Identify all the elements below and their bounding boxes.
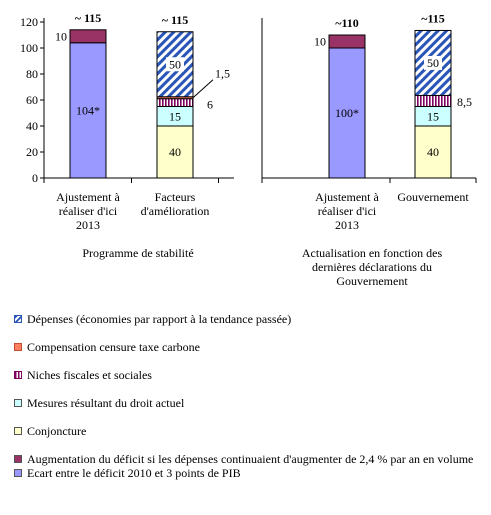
legend-swatch-augmentation	[14, 455, 22, 463]
legend-swatch-niches	[14, 371, 22, 379]
data-label-leader	[192, 79, 214, 99]
legend-label-compensation: Compensation censure taxe carbone	[27, 340, 200, 354]
data-label-augmentation: 10	[55, 29, 67, 43]
category-label: Facteurs	[155, 190, 196, 204]
y-tick-label: 120	[20, 15, 38, 29]
legend-item-augmentation: Augmentation du déficit si les dépenses …	[14, 452, 486, 466]
bar-segment-augmentation	[69, 29, 107, 44]
data-label-conjoncture: 40	[427, 145, 439, 159]
y-tick-label: 100	[20, 41, 38, 55]
data-label-ecart: 100*	[335, 106, 359, 120]
legend-swatch-depenses	[14, 315, 22, 323]
bar-segment-ecart	[69, 42, 107, 179]
data-label-ecart: 104*	[76, 103, 100, 117]
total-label: ~115	[421, 11, 445, 25]
data-label-depenses: 50	[427, 56, 439, 70]
bar-segment-ecart	[328, 47, 366, 179]
y-tick-label: 20	[26, 145, 38, 159]
legend-item-compensation: Compensation censure taxe carbone	[14, 340, 486, 354]
data-label-depenses: 50	[169, 57, 181, 71]
bar-segment-niches	[414, 94, 452, 107]
data-label-compensation: 1,5	[215, 67, 230, 81]
category-label: 2013	[76, 218, 100, 232]
data-label-niches: 6	[207, 98, 213, 112]
legend-item-ecart: Ecart entre le déficit 2010 et 3 points …	[14, 466, 486, 480]
y-tick-label: 0	[32, 171, 38, 185]
category-label: Ajustement à	[56, 190, 120, 204]
legend-swatch-compensation	[14, 343, 22, 351]
data-label-mesures: 15	[169, 109, 181, 123]
legend-swatch-ecart	[14, 469, 22, 477]
data-label-box	[166, 57, 184, 72]
legend-label-ecart: Ecart entre le déficit 2010 et 3 points …	[27, 466, 241, 480]
y-tick-label: 40	[26, 119, 38, 133]
legend-swatch-mesures	[14, 399, 22, 407]
data-label-niches: 8,5	[457, 95, 472, 109]
category-label: réaliser d'ici	[318, 204, 377, 218]
y-tick-label: 60	[26, 93, 38, 107]
data-label-mesures: 15	[427, 109, 439, 123]
legend-label-niches: Niches fiscales et sociales	[27, 368, 152, 382]
total-label: ~ 115	[162, 13, 189, 27]
group-label: Programme de stabilité	[82, 246, 193, 260]
data-label-conjoncture: 40	[169, 145, 181, 159]
legend-item-mesures: Mesures résultant du droit actuel	[14, 396, 486, 410]
bar-segment-niches	[156, 98, 194, 107]
legend: Dépenses (économies par rapport à la ten…	[14, 312, 486, 480]
category-label: Gouvernement	[397, 190, 469, 204]
legend-swatch-conjoncture	[14, 427, 22, 435]
y-tick-label: 80	[26, 67, 38, 81]
data-label-augmentation: 10	[314, 35, 326, 49]
total-label: ~ 115	[75, 11, 102, 25]
category-label: Ajustement à	[315, 190, 379, 204]
group-label: Gouvernement	[336, 274, 408, 288]
legend-item-conjoncture: Conjoncture	[14, 424, 486, 438]
legend-label-augmentation: Augmentation du déficit si les dépenses …	[27, 452, 474, 466]
legend-label-mesures: Mesures résultant du droit actuel	[27, 396, 185, 410]
legend-label-depenses: Dépenses (économies par rapport à la ten…	[27, 312, 292, 326]
data-label-box	[424, 55, 442, 70]
category-label: réaliser d'ici	[59, 204, 118, 218]
legend-item-niches: Niches fiscales et sociales	[14, 368, 486, 382]
bar-segment-augmentation	[328, 34, 366, 49]
legend-label-conjoncture: Conjoncture	[27, 424, 87, 438]
category-label: 2013	[335, 218, 359, 232]
group-label: Actualisation en fonction des	[302, 246, 443, 260]
legend-item-depenses: Dépenses (économies par rapport à la ten…	[14, 312, 486, 326]
total-label: ~110	[335, 16, 359, 30]
category-label: d'amélioration	[141, 204, 210, 218]
group-label: dernières déclarations du	[312, 260, 432, 274]
